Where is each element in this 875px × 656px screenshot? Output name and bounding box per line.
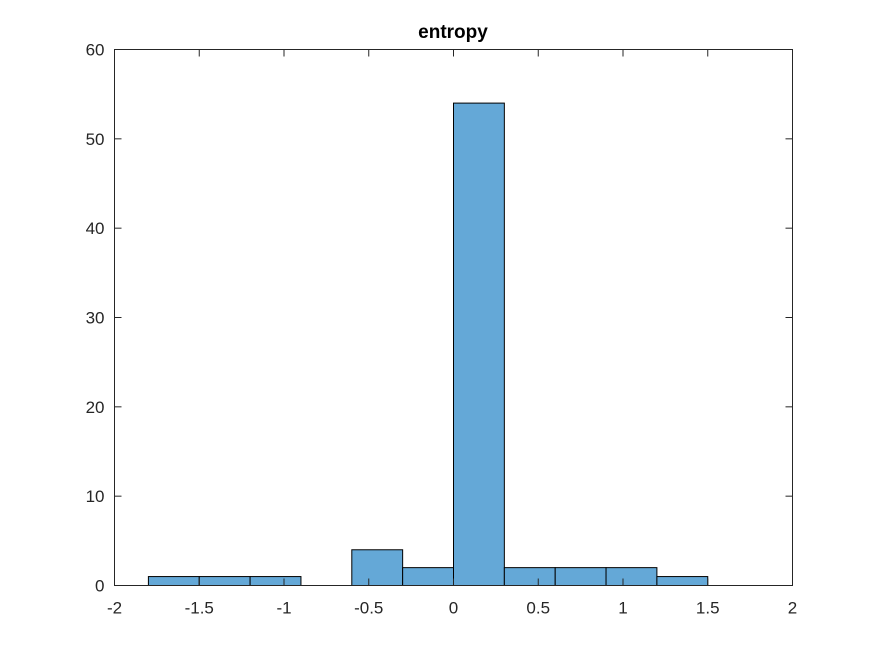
x-tick-label: -1.5 [185,599,214,618]
histogram-bar [198,576,251,586]
x-tick-label: 2 [788,599,797,618]
y-tick-label: 20 [86,398,105,417]
histogram-bar [605,567,658,587]
x-tick-label: 0.5 [526,599,550,618]
chart-title: entropy [418,22,488,43]
histogram-bar [147,576,200,586]
x-tick-label: -1 [276,599,291,618]
y-tick-label: 10 [86,487,105,506]
y-tick-label: 30 [86,309,105,328]
histogram-bar [453,102,505,586]
histogram-bar [554,567,607,587]
axes-box [114,49,793,586]
x-tick-label: 1.5 [696,599,720,618]
y-tick-label: 60 [86,41,105,60]
y-tick-label: 0 [95,577,104,596]
histogram-bar [402,567,454,587]
x-tick-label: 1 [618,599,627,618]
histogram-bar [249,576,302,586]
histogram-bar [351,549,404,586]
histogram-bar [656,576,709,586]
histogram-bar [503,567,556,587]
x-tick-label: -2 [107,599,122,618]
y-tick-label: 50 [86,130,105,149]
y-tick-label: 40 [86,219,105,238]
x-tick-label: -0.5 [354,599,383,618]
bars-group [147,102,709,587]
x-tick-label: 0 [449,599,458,618]
